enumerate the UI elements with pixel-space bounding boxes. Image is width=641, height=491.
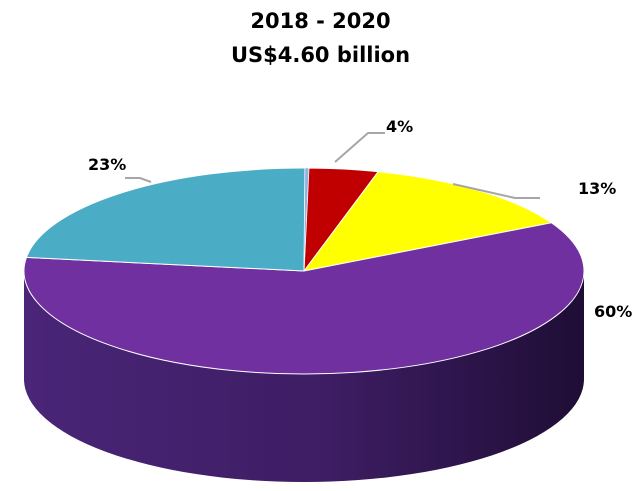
pie-slice-2	[23, 222, 585, 375]
leader-line-3	[125, 177, 152, 183]
pie-side-wall	[24, 271, 584, 482]
data-label-3: 23%	[88, 155, 126, 174]
leader-line-1	[452, 183, 540, 199]
leader-line-0	[334, 132, 385, 163]
pie-slice-3	[25, 167, 306, 272]
data-label-0: 4%	[386, 117, 413, 136]
data-label-2: 60%	[594, 302, 632, 321]
chart-title: 2018 - 2020	[250, 9, 391, 33]
chart-subtitle: US$4.60 billion	[230, 43, 411, 67]
data-label-1: 13%	[578, 179, 616, 198]
pie-slice-sliver	[303, 167, 310, 272]
